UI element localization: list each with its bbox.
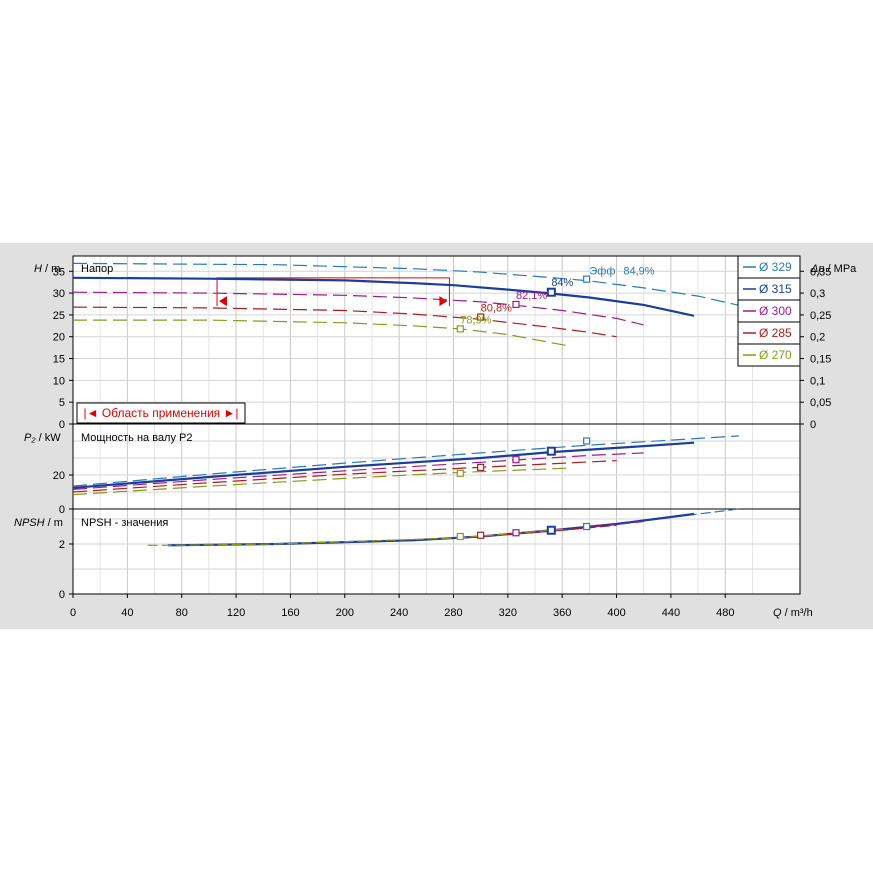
curve-power-285 xyxy=(72,460,617,493)
plot-frame xyxy=(72,255,801,595)
efficiency-label: 84,9% xyxy=(623,265,654,277)
curve-head-315 xyxy=(72,276,695,317)
y2-tick-label: 0,2 xyxy=(810,332,825,344)
application-range-bracket xyxy=(216,277,450,307)
operating-point xyxy=(477,313,485,321)
panel-title-npsh: NPSH - значения xyxy=(81,517,168,529)
x-tick-label: 80 xyxy=(176,607,188,619)
x-tick-label: 320 xyxy=(499,607,517,619)
y-tick-label: 5 xyxy=(59,397,65,409)
x-tick-label: 200 xyxy=(336,607,354,619)
application-range-label: |◄ Область применения ►| xyxy=(83,406,238,420)
y-tick-label: 0 xyxy=(59,589,65,601)
y2-tick-label: 0,1 xyxy=(810,375,825,387)
operating-point xyxy=(456,532,464,541)
efficiency-label: Эфф xyxy=(589,265,615,277)
curve-npsh-329 xyxy=(589,508,739,528)
legend-label: Ø 329 xyxy=(759,260,792,274)
panel-title-head: Напор xyxy=(81,263,113,275)
efficiency-label: 84% xyxy=(551,277,573,289)
x-tick-label: 120 xyxy=(227,607,245,619)
curve-power-329 xyxy=(72,435,739,487)
y-tick-label: 2 xyxy=(59,539,65,551)
y2-tick-label: 0,35 xyxy=(810,266,831,278)
curve-power-315 xyxy=(72,441,695,489)
y-tick-label: 0 xyxy=(59,419,65,431)
y-tick-label: 10 xyxy=(53,375,65,387)
operating-point xyxy=(583,437,591,445)
operating-point xyxy=(583,275,591,283)
legend-label: Ø 300 xyxy=(759,304,792,318)
x-tick-label: 480 xyxy=(716,607,734,619)
y2-tick-label: 0,3 xyxy=(810,288,825,300)
y-tick-label: 15 xyxy=(53,354,65,366)
y2-tick-label: 0 xyxy=(810,419,816,431)
operating-point xyxy=(512,529,520,537)
y-axis-label-npsh: NPSH / m xyxy=(14,517,63,529)
y-tick-label: 0 xyxy=(59,504,65,516)
operating-point xyxy=(546,287,556,297)
curve-npsh-270 xyxy=(147,528,567,546)
application-range-arrow-left xyxy=(219,296,228,307)
curve-power-270 xyxy=(72,467,567,496)
x-tick-label: 280 xyxy=(444,607,462,619)
x-tick-label: 240 xyxy=(390,607,408,619)
curve-head-329 xyxy=(72,262,753,309)
y-tick-label: 35 xyxy=(53,266,65,278)
legend-item xyxy=(737,343,801,367)
y2-tick-label: 0,25 xyxy=(810,310,831,322)
y-tick-label: 25 xyxy=(53,310,65,322)
legend-label: Ø 315 xyxy=(759,282,792,296)
x-tick-label: 400 xyxy=(607,607,625,619)
y2-axis-label: Δp / MPa xyxy=(810,263,857,275)
x-tick-label: 440 xyxy=(662,607,680,619)
y-tick-label: 30 xyxy=(53,288,65,300)
y2-tick-label: 0,15 xyxy=(810,354,831,366)
efficiency-label: 80,8% xyxy=(481,302,512,314)
operating-point xyxy=(512,300,520,309)
operating-point xyxy=(546,525,556,535)
x-tick-label: 360 xyxy=(553,607,571,619)
pump-curve-chart: 051015202530350200200,050,10,150,20,250,… xyxy=(14,255,857,619)
x-axis-label: Q / m³/h xyxy=(773,607,813,619)
curve-power-300 xyxy=(72,452,644,490)
chart-panel: 0 5 10 15 20 25 30 35 0 20 0 2 0 0,05 0,1 0,15 0,2 0,25 0,… xyxy=(0,243,873,629)
y-axis-label-power: P₂ / kW xyxy=(24,432,61,444)
application-range-box xyxy=(76,402,246,424)
operating-point xyxy=(546,446,556,456)
efficiency-label: 82,1% xyxy=(516,290,547,302)
legend-label: Ø 285 xyxy=(759,326,792,340)
operating-point xyxy=(456,325,464,333)
x-tick-label: 160 xyxy=(281,607,299,619)
efficiency-label: 78,9% xyxy=(460,315,491,327)
operating-point xyxy=(456,469,464,477)
y-tick-label: 20 xyxy=(53,332,65,344)
application-range-arrow-right xyxy=(439,296,448,307)
y-axis-label-head: H / m xyxy=(34,263,60,275)
operating-point xyxy=(477,463,485,471)
y-tick-label: 20 xyxy=(53,470,65,482)
curve-head-300 xyxy=(72,291,644,326)
x-tick-label: 40 xyxy=(121,607,133,619)
curve-head-285 xyxy=(72,306,617,338)
panel-title-power: Мощность на валу P2 xyxy=(81,432,193,444)
legend-label: Ø 270 xyxy=(759,348,792,362)
operating-point xyxy=(583,522,591,531)
y2-tick-label: 0,05 xyxy=(810,397,831,409)
operating-point xyxy=(477,531,485,539)
operating-point xyxy=(512,456,520,464)
x-tick-label: 0 xyxy=(70,607,76,619)
